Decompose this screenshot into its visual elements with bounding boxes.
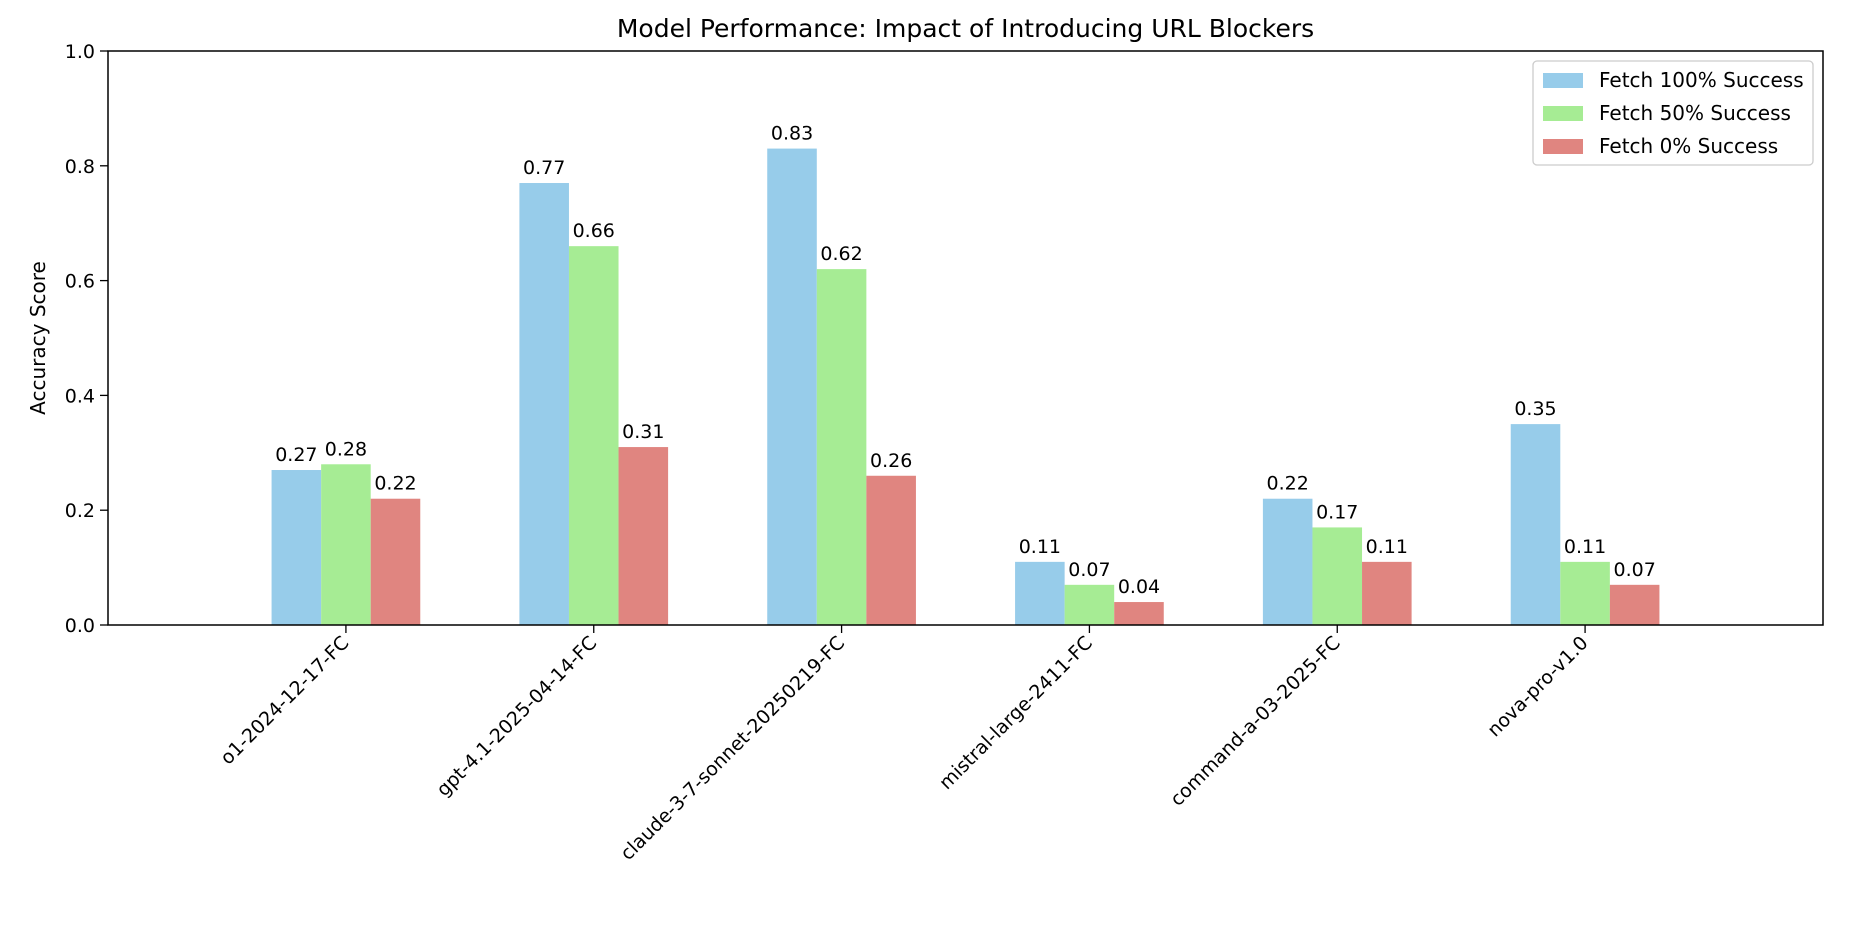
y-tick-label: 0.4 (65, 385, 95, 407)
bar-value-label: 0.35 (1514, 398, 1556, 420)
bar (1510, 424, 1561, 625)
bar-value-label: 0.77 (523, 157, 565, 179)
bar (1064, 584, 1115, 625)
bar (568, 246, 619, 625)
bar-value-label: 0.62 (820, 243, 862, 265)
x-tick-label: command-a-03-2025-FC (1166, 632, 1345, 811)
bar (767, 148, 817, 625)
x-tick-label: claude-3-7-sonnet-20250219-FC (616, 632, 849, 865)
bar (1362, 561, 1412, 625)
x-tick-label: nova-pro-v1.0 (1483, 632, 1592, 741)
bar-value-label: 0.04 (1118, 576, 1160, 598)
y-tick-label: 0.0 (65, 615, 95, 637)
legend-box (1532, 60, 1814, 166)
bar-value-label: 0.07 (1613, 559, 1655, 581)
legend-swatch (1543, 73, 1583, 88)
bar-value-label: 0.31 (622, 421, 664, 443)
bar (1262, 498, 1313, 625)
bar (519, 183, 569, 625)
x-tick-label: mistral-large-2411-FC (935, 632, 1097, 794)
plot-frame (107, 50, 1824, 626)
bar (1609, 584, 1660, 625)
x-tick-label: gpt-4.1-2025-04-14-FC (432, 632, 601, 801)
legend-label: Fetch 100% Success (1599, 68, 1804, 92)
y-tick-label: 1.0 (65, 41, 95, 63)
bar-value-label: 0.26 (870, 450, 912, 472)
chart-title: Model Performance: Impact of Introducing… (617, 14, 1314, 43)
bar (816, 269, 867, 625)
bar-value-label: 0.07 (1068, 559, 1110, 581)
bar (1015, 561, 1065, 625)
x-axis-ticks: o1-2024-12-17-FC gpt-4.1-2025-04-14-FC cla… (216, 625, 1593, 865)
bar (618, 447, 669, 625)
y-tick-label: 0.8 (65, 156, 95, 178)
bar (271, 470, 322, 625)
bar (1114, 602, 1164, 625)
bar-value-label: 0.11 (1019, 536, 1061, 558)
y-tick-label: 0.6 (65, 271, 95, 293)
x-tick-label: o1-2024-12-17-FC (216, 632, 353, 769)
bar-value-label: 0.83 (771, 123, 813, 145)
bars (271, 148, 1660, 625)
bar-value-label: 0.27 (275, 444, 317, 466)
bar-value-label: 0.11 (1366, 536, 1408, 558)
legend-label: Fetch 50% Success (1599, 101, 1791, 125)
legend: Fetch 100% Success Fetch 50% Success Fetch… (1532, 60, 1814, 166)
bar (1312, 527, 1363, 625)
bar-value-label: 0.22 (374, 473, 416, 495)
bar-value-label: 0.22 (1267, 473, 1309, 495)
bar (370, 498, 421, 625)
y-axis-ticks: 0.0 0.2 0.4 0.6 0.8 1.0 (65, 41, 108, 637)
bar-value-labels: 0.27 0.28 0.22 0.77 0.66 0.31 0.83 0.62 0.26 0.11… (275, 123, 1656, 598)
legend-swatch (1543, 139, 1583, 154)
bar-value-label: 0.66 (573, 220, 615, 242)
bar-value-label: 0.17 (1316, 501, 1358, 523)
bar (1560, 561, 1610, 625)
bar (321, 464, 371, 625)
legend-label: Fetch 0% Success (1599, 134, 1778, 158)
bar-value-label: 0.28 (325, 438, 367, 460)
y-tick-label: 0.2 (65, 500, 95, 522)
y-axis-label: Accuracy Score (26, 261, 50, 415)
bar-value-label: 0.11 (1564, 536, 1606, 558)
legend-swatch (1543, 106, 1583, 121)
bar (866, 475, 916, 625)
